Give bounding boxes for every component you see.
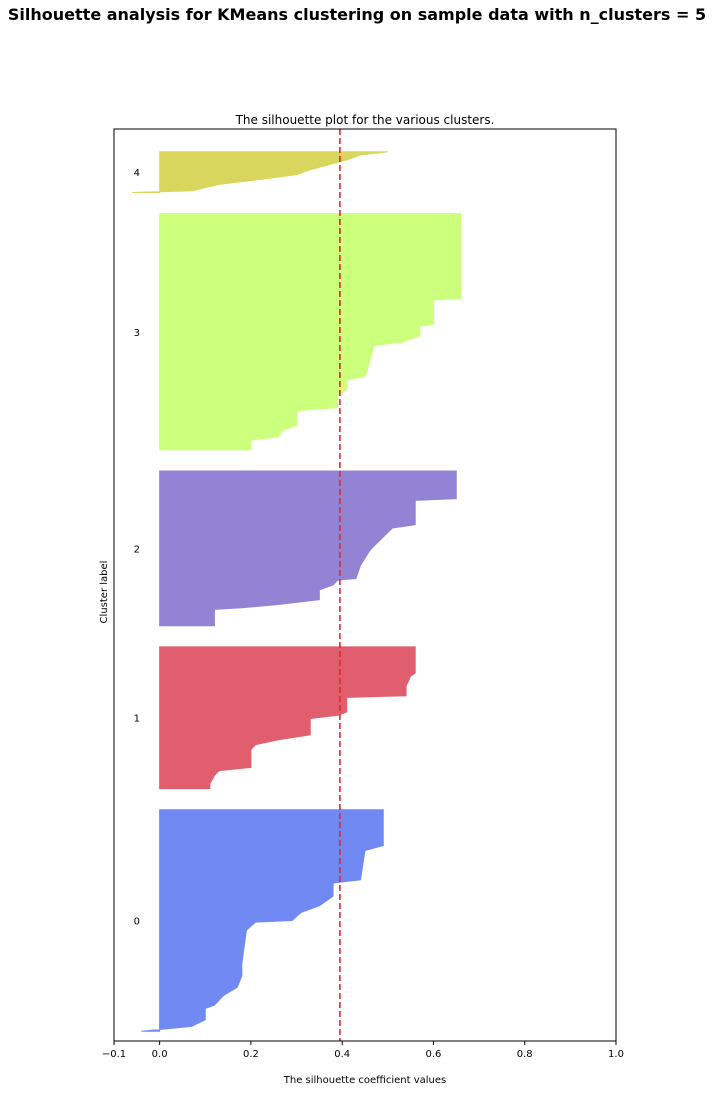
silhouette-area (159, 470, 457, 627)
silhouette-area (159, 213, 462, 451)
cluster-label: 4 (134, 168, 140, 179)
x-tick-label: 0.0 (152, 1049, 168, 1060)
suptitle: Silhouette analysis for KMeans clusterin… (8, 5, 706, 24)
y-axis-label: Cluster label (99, 561, 110, 624)
axes-title: The silhouette plot for the various clus… (235, 113, 495, 127)
x-tick-label: −0.1 (102, 1049, 126, 1060)
cluster-label: 0 (134, 916, 140, 927)
x-tick-label: 0.6 (426, 1049, 442, 1060)
x-tick-label: 0.4 (334, 1049, 350, 1060)
silhouette-area (159, 646, 416, 790)
x-tick-label: 1.0 (608, 1049, 624, 1060)
axes-frame (113, 128, 617, 1042)
cluster-label: 1 (134, 714, 140, 725)
silhouette-area (141, 809, 384, 1032)
silhouette-area (132, 151, 388, 194)
x-tick-label: 0.8 (517, 1049, 533, 1060)
cluster-label: 2 (134, 544, 140, 555)
x-axis-label: The silhouette coefficient values (283, 1075, 447, 1086)
x-tick-label: 0.2 (243, 1049, 259, 1060)
cluster-label: 3 (134, 328, 140, 339)
